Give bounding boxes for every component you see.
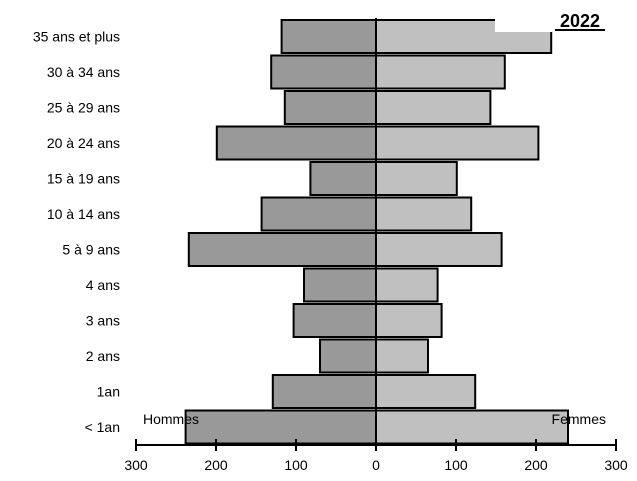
bar-femmes-3-ans bbox=[375, 303, 443, 338]
x-tick-label: 100 bbox=[284, 457, 308, 473]
bar-hommes-4-ans bbox=[303, 267, 377, 303]
bar-hommes-20-24-ans bbox=[215, 125, 377, 161]
x-tick-label: 300 bbox=[124, 457, 148, 473]
x-tick-label: 0 bbox=[372, 457, 380, 473]
bar-femmes-25-29-ans bbox=[375, 90, 492, 125]
bars-layer bbox=[184, 19, 569, 445]
x-tick-label: 200 bbox=[524, 457, 548, 473]
series-label-hommes: Hommes bbox=[143, 411, 199, 427]
category-label: 10 à 14 ans bbox=[47, 206, 120, 222]
bar-femmes-10-14-ans bbox=[375, 196, 473, 232]
x-tick-label: 200 bbox=[204, 457, 228, 473]
bar-hommes-30-34-ans bbox=[270, 54, 378, 90]
bar-hommes-25-29-ans bbox=[283, 90, 377, 125]
title-mask bbox=[495, 19, 555, 32]
category-label: 20 à 24 ans bbox=[47, 135, 120, 151]
category-label: 2 ans bbox=[86, 348, 120, 364]
category-label: 25 à 29 ans bbox=[47, 100, 120, 116]
bar-femmes-15-19-ans bbox=[375, 161, 458, 196]
category-label: < 1an bbox=[85, 419, 120, 435]
bar-hommes-35-ans-et-plus bbox=[280, 19, 378, 54]
labels-layer: < 1an 1an 2 ans 3 ans 4 ans 5 à 9 ans 10 à 14 … bbox=[33, 29, 628, 474]
category-label: 1an bbox=[97, 384, 120, 400]
category-label: 35 ans et plus bbox=[33, 29, 120, 45]
bar-femmes-4-ans bbox=[375, 267, 439, 303]
category-label: 15 à 19 ans bbox=[47, 171, 120, 187]
bar-femmes-5-9-ans bbox=[375, 232, 503, 267]
category-label: 30 à 34 ans bbox=[47, 64, 120, 80]
bar-femmes-1an bbox=[375, 409, 569, 445]
category-label: 5 à 9 ans bbox=[62, 242, 120, 258]
bar-hommes-5-9-ans bbox=[187, 232, 377, 267]
bar-hommes-1an bbox=[184, 409, 377, 445]
bar-hommes-15-19-ans bbox=[309, 161, 377, 196]
x-tick-label: 100 bbox=[444, 457, 468, 473]
bar-femmes-2-ans bbox=[375, 338, 429, 374]
category-label: 4 ans bbox=[86, 277, 120, 293]
axis-layer bbox=[135, 18, 617, 451]
x-tick-label: 300 bbox=[604, 457, 628, 473]
bar-hommes-2-ans bbox=[319, 338, 377, 374]
chart-title: 2022 bbox=[560, 11, 600, 31]
bar-hommes-3-ans bbox=[292, 303, 378, 338]
series-label-femmes: Femmes bbox=[552, 411, 606, 427]
bar-hommes-1an bbox=[271, 374, 377, 409]
bar-hommes-10-14-ans bbox=[260, 196, 378, 232]
bar-femmes-1an bbox=[375, 374, 477, 409]
bar-femmes-20-24-ans bbox=[375, 125, 540, 161]
bar-femmes-30-34-ans bbox=[375, 54, 506, 90]
category-label: 3 ans bbox=[86, 313, 120, 329]
